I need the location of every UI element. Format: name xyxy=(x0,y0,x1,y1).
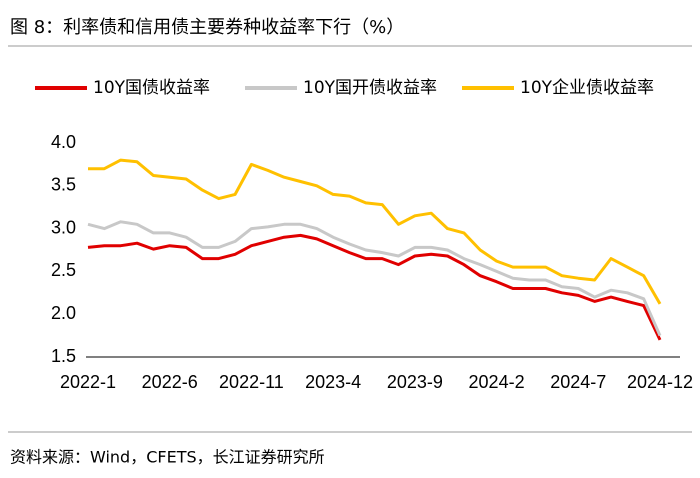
legend-label: 10Y国开债收益率 xyxy=(303,78,437,98)
x-tick-label: 2022-11 xyxy=(219,372,284,392)
x-tick-label: 2023-4 xyxy=(305,372,361,392)
chart-title: 图 8：利率债和信用债主要券种收益率下行（%） xyxy=(10,17,404,38)
x-tick-label: 2024-12 xyxy=(627,372,693,392)
x-tick-label: 2022-6 xyxy=(142,372,198,392)
y-tick-label: 2.0 xyxy=(51,303,76,323)
y-tick-label: 3.5 xyxy=(51,175,76,195)
legend-label: 10Y企业债收益率 xyxy=(520,78,654,98)
legend-label: 10Y国债收益率 xyxy=(93,78,210,98)
series-line xyxy=(88,158,662,305)
y-tick-label: 2.5 xyxy=(51,260,76,280)
x-tick-label: 2024-7 xyxy=(550,372,606,392)
y-tick-label: 4.0 xyxy=(51,132,76,152)
series-line xyxy=(87,233,662,341)
source-note: 资料来源：Wind，CFETS，长江证券研究所 xyxy=(10,448,325,467)
series-line xyxy=(87,220,662,337)
y-tick-label: 1.5 xyxy=(51,346,76,366)
x-tick-label: 2023-9 xyxy=(387,372,443,392)
x-tick-label: 2022-1 xyxy=(60,372,116,392)
y-tick-label: 3.0 xyxy=(51,217,76,237)
x-tick-label: 2024-2 xyxy=(469,372,525,392)
